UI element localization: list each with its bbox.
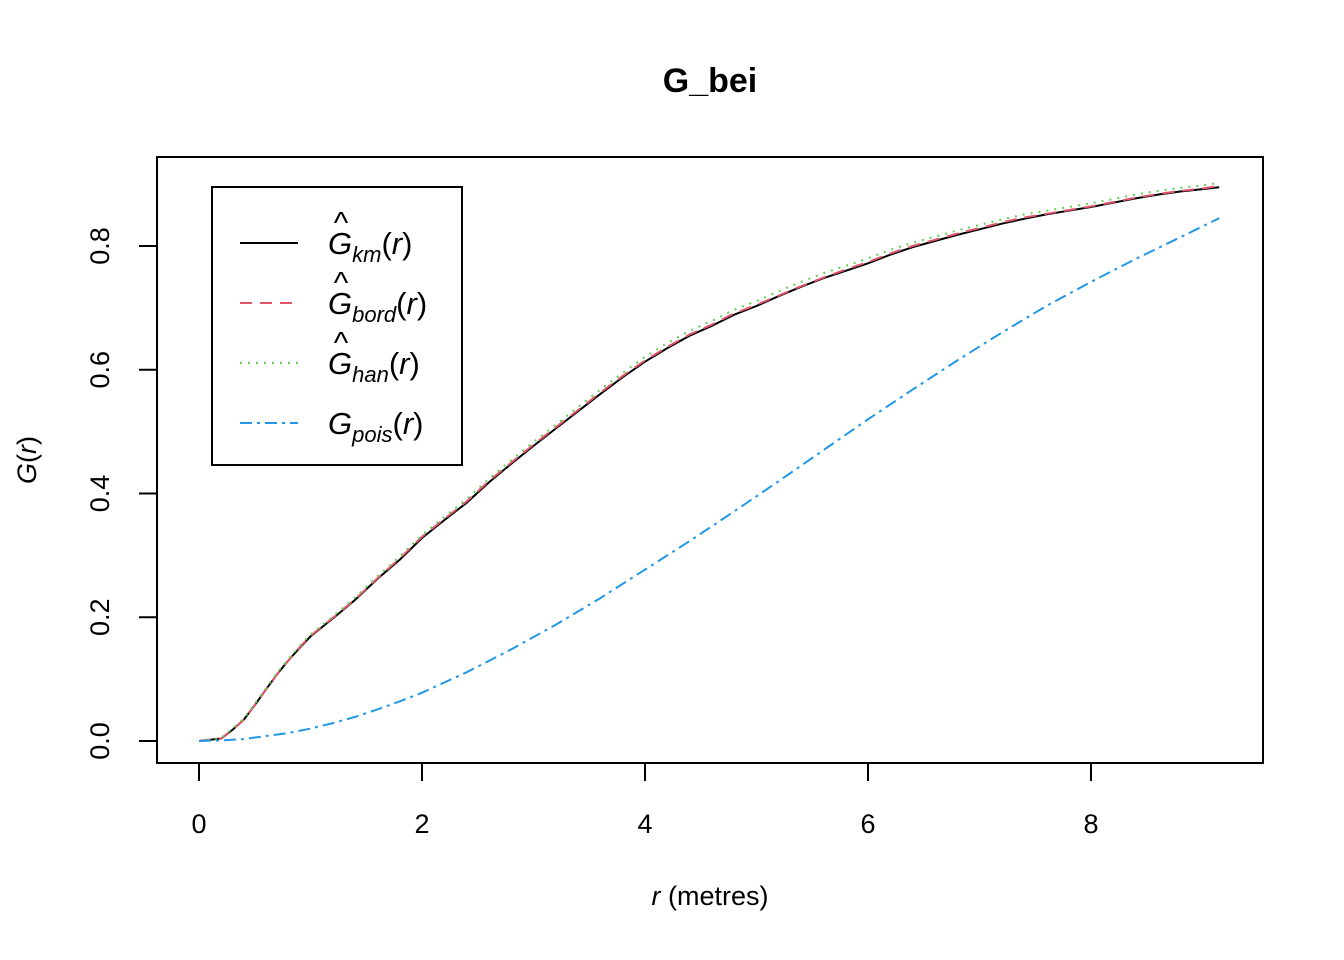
legend-hat-han: ^ [334, 325, 349, 360]
y-axis-paren-close: ) [12, 436, 42, 445]
series-line-pois [198, 217, 1220, 742]
y-axis-func: G [12, 463, 42, 484]
x-tick-label: 4 [637, 809, 652, 839]
chart-title: G_bei [663, 62, 757, 100]
series-line-bord [198, 185, 1220, 742]
legend-label-pois: Gpois(r) [328, 406, 423, 447]
y-axis-label: G(r) [12, 436, 42, 484]
y-tick-label: 0.4 [85, 475, 115, 513]
legend: Gkm(r)^Gbord(r)^Ghan(r)^Gpois(r) [211, 186, 463, 466]
legend-hat-km: ^ [334, 205, 349, 240]
y-axis-var: r [12, 444, 42, 454]
x-axis-unit: (metres) [661, 881, 769, 911]
x-tick-label: 8 [1083, 809, 1098, 839]
legend-hat-bord: ^ [334, 265, 349, 300]
x-axis-var: r [652, 881, 662, 911]
y-tick-label: 0.6 [85, 351, 115, 389]
x-axis-label: r (metres) [652, 881, 769, 911]
y-tick-label: 0.2 [85, 598, 115, 636]
x-tick-label: 6 [860, 809, 875, 839]
series-line-han [198, 181, 1220, 742]
legend-box [211, 186, 463, 466]
legend-label-km: Gkm(r) [328, 226, 412, 267]
y-axis-paren-open: ( [12, 454, 42, 463]
legend-label-han: Ghan(r) [328, 346, 420, 387]
series-layer [198, 181, 1220, 742]
y-tick-label: 0.8 [85, 227, 115, 265]
legend-label-bord: Gbord(r) [328, 286, 427, 327]
y-axis: 0.0 0.2 0.4 0.6 0.8 [85, 227, 158, 760]
x-tick-label: 2 [414, 809, 429, 839]
x-axis: 0 2 4 6 8 [191, 762, 1099, 839]
x-tick-label: 0 [191, 809, 206, 839]
y-tick-label: 0.0 [85, 722, 115, 760]
